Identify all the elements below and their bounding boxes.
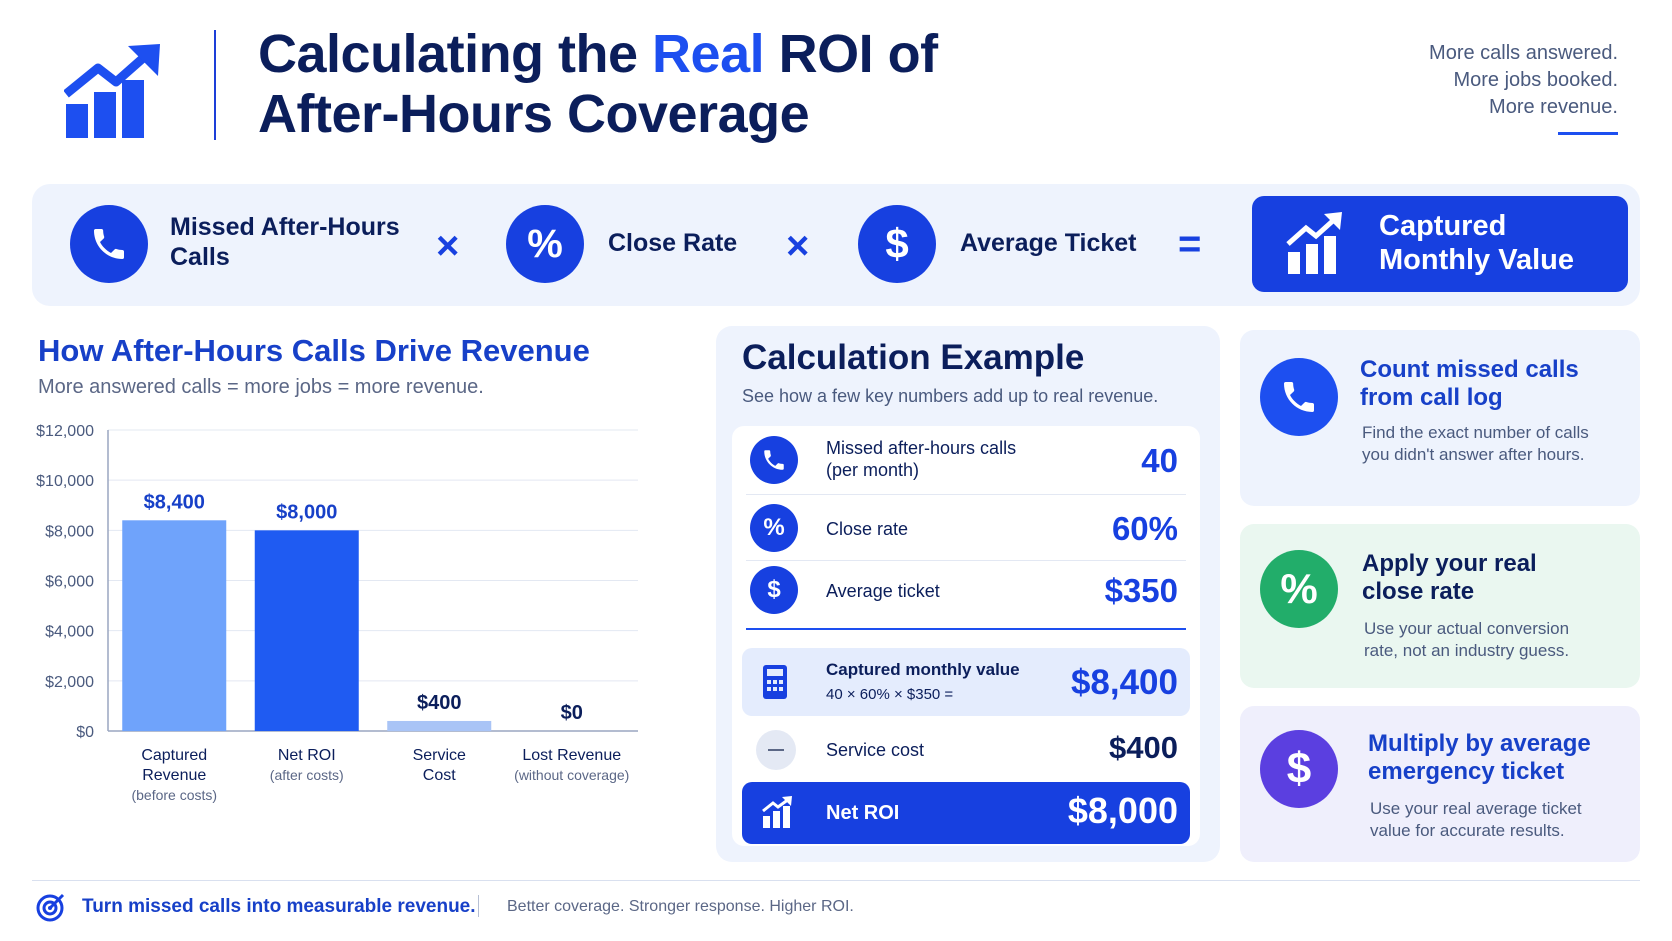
multiply-operator: × — [786, 224, 810, 268]
bar — [387, 720, 492, 731]
tagline-line: More calls answered. — [1429, 42, 1618, 64]
growth-chart-icon — [1286, 212, 1342, 274]
phone-icon — [1260, 358, 1338, 436]
step-description: Find the exact number of calls you didn'… — [1362, 423, 1589, 464]
growth-chart-icon — [762, 796, 792, 828]
row-divider — [746, 494, 1186, 495]
calc-row-value: $350 — [1104, 572, 1178, 609]
service-cost-value: $400 — [1109, 730, 1178, 765]
row-divider — [746, 560, 1186, 561]
tagline-underline — [1558, 132, 1618, 135]
x-tick-label: Cost — [423, 767, 456, 784]
formula-close-rate-label: Close Rate — [608, 229, 738, 257]
tagline: More calls answered. More jobs booked. M… — [1429, 40, 1618, 121]
y-tick-label: $2,000 — [45, 674, 94, 691]
footer-divider — [32, 880, 1640, 881]
x-tick-label: Lost Revenue — [522, 747, 621, 764]
bar-value-label: $8,400 — [144, 491, 205, 513]
net-roi-value: $8,000 — [1067, 790, 1178, 831]
calc-row-label: Close rate — [826, 519, 909, 539]
formula-average-ticket-label: Average Ticket — [960, 229, 1137, 257]
x-tick-label: Service — [413, 747, 466, 764]
step-title: Apply your real close rate — [1362, 550, 1537, 605]
footer-separator — [478, 895, 479, 917]
chart-subtitle: More answered calls = more jobs = more r… — [38, 376, 484, 398]
header-divider — [214, 30, 216, 140]
x-tick-label: (without coverage) — [514, 767, 629, 783]
step-description: Use your real average ticket value for a… — [1370, 799, 1582, 840]
step-title: Count missed calls from call log — [1360, 356, 1579, 411]
percent-icon: % — [1260, 550, 1338, 628]
y-tick-label: $12,000 — [36, 423, 94, 440]
calc-row-label: Missed after-hours calls (per month) — [826, 438, 1017, 480]
footer-message: Turn missed calls into measurable revenu… — [82, 896, 476, 917]
x-tick-label: (after costs) — [270, 767, 344, 783]
target-icon — [36, 893, 65, 922]
service-cost-label: Service cost — [826, 740, 925, 760]
footer-submessage: Better coverage. Stronger response. High… — [507, 898, 854, 915]
y-tick-label: $4,000 — [45, 624, 94, 641]
equals-operator: = — [1178, 222, 1202, 266]
x-tick-label: (before costs) — [131, 787, 217, 803]
formula-missed-calls-label: Missed After-Hours Calls — [170, 213, 400, 271]
captured-value-box — [742, 648, 1190, 716]
step-title: Multiply by average emergency ticket — [1368, 730, 1591, 785]
captured-value-amount: $8,400 — [1070, 663, 1178, 702]
y-tick-label: $0 — [76, 724, 94, 741]
x-tick-label: Net ROI — [278, 747, 336, 764]
calculation-table — [732, 426, 1200, 846]
step-description: Use your actual conversion rate, not an … — [1364, 619, 1570, 660]
calc-row-label: Average ticket — [826, 581, 940, 601]
dollar-icon: $ — [1260, 730, 1338, 808]
tagline-line: More revenue. — [1489, 96, 1618, 118]
calculator-icon — [763, 665, 787, 699]
calc-row-value: 40 — [1141, 442, 1178, 479]
x-tick-label: Captured — [141, 747, 207, 764]
y-tick-label: $8,000 — [45, 523, 94, 540]
bar — [122, 520, 227, 731]
bar-value-label: $0 — [561, 702, 583, 724]
bar-value-label: $400 — [417, 692, 462, 714]
y-tick-label: $10,000 — [36, 473, 94, 490]
y-tick-label: $6,000 — [45, 574, 94, 591]
dollar-icon: $ — [858, 205, 936, 283]
multiply-operator: × — [436, 224, 460, 268]
calculation-title: Calculation Example — [742, 338, 1085, 377]
bar-value-label: $8,000 — [276, 501, 337, 523]
tagline-line: More jobs booked. — [1453, 69, 1618, 91]
x-tick-label: Revenue — [142, 767, 206, 784]
dollar-icon: $ — [750, 566, 798, 614]
net-roi-label: Net ROI — [826, 802, 900, 824]
phone-icon — [70, 205, 148, 283]
page-title: Calculating the Real ROI of After-Hours … — [258, 24, 938, 144]
growth-chart-icon — [64, 44, 160, 138]
bar — [254, 530, 359, 731]
calc-row-value: 60% — [1111, 510, 1178, 547]
minus-icon — [756, 730, 796, 770]
percent-icon: % — [506, 205, 584, 283]
captured-value-formula: 40 × 60% × $350 = — [826, 686, 954, 703]
percent-icon: % — [750, 504, 798, 552]
revenue-bar-chart: $0 $2,000 $4,000 $6,000 $8,000 $10,000 $12,000… — [36, 423, 638, 803]
total-divider — [746, 628, 1186, 630]
net-roi-box — [742, 782, 1190, 844]
calculation-subtitle: See how a few key numbers add up to real… — [742, 386, 1159, 406]
phone-icon — [750, 436, 798, 484]
chart-title: How After-Hours Calls Drive Revenue — [38, 333, 590, 368]
captured-value-label: Captured monthly value — [826, 660, 1020, 679]
formula-result-label: Captured Monthly Value — [1379, 210, 1574, 276]
